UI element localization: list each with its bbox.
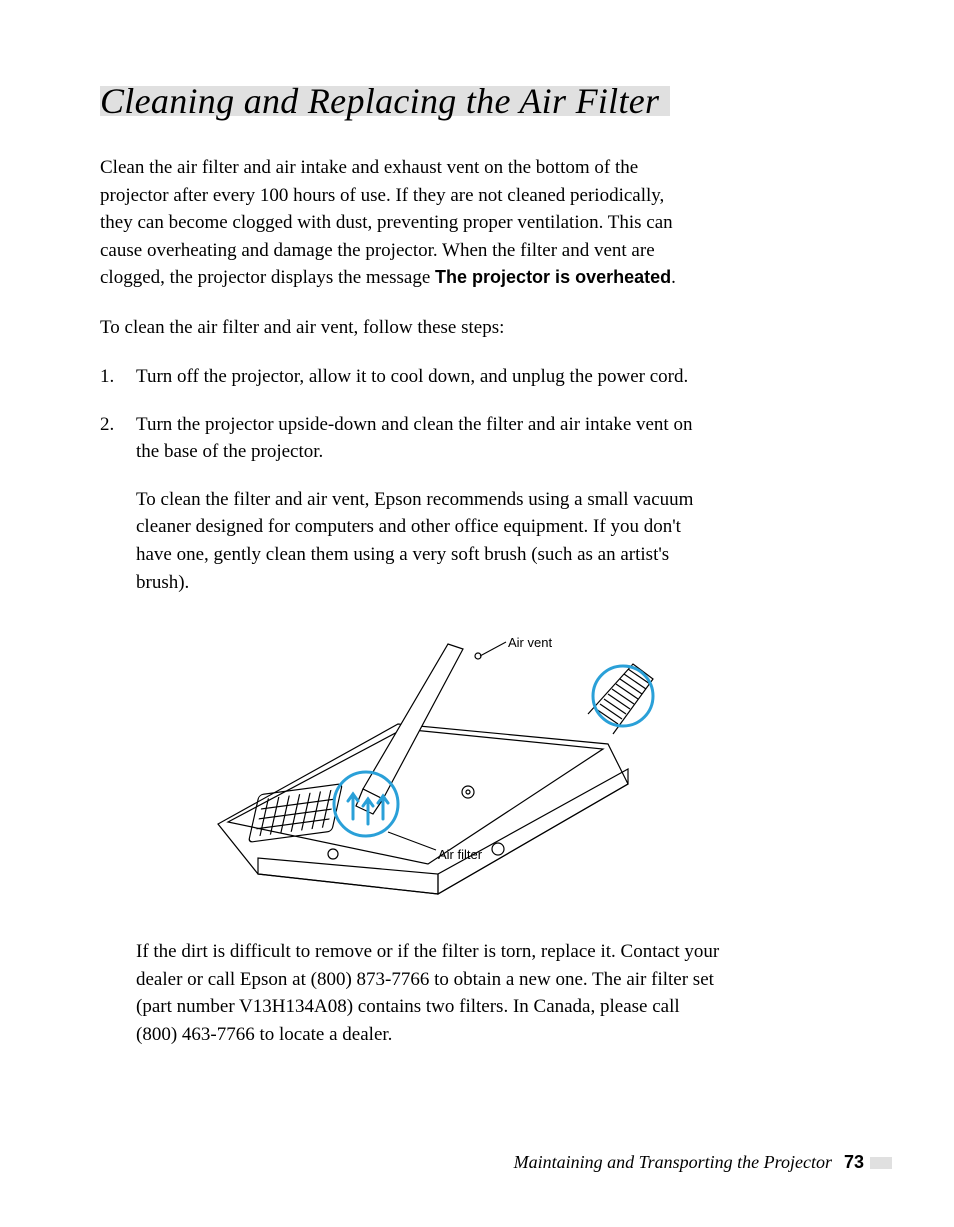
page: Cleaning and Replacing the Air Filter Cl… [0, 0, 954, 1227]
step-2c-text: If the dirt is difficult to remove or if… [136, 938, 720, 1048]
air-vent-label: Air vent [508, 634, 552, 653]
step-2a-text: Turn the projector upside-down and clean… [136, 414, 692, 463]
step-1: Turn off the projector, allow it to cool… [100, 363, 720, 391]
overheat-message: The projector is overheated [435, 267, 671, 287]
intro-paragraph: Clean the air filter and air intake and … [100, 154, 680, 292]
steps-list: Turn off the projector, allow it to cool… [100, 363, 720, 1048]
follow-steps-text: To clean the air filter and air vent, fo… [100, 314, 680, 342]
page-footer: Maintaining and Transporting the Project… [514, 1152, 864, 1173]
footer-page-number: 73 [844, 1152, 864, 1173]
projector-diagram-svg [188, 614, 668, 914]
intro-text-2: . [671, 267, 676, 288]
air-filter-label: Air filter [438, 846, 482, 865]
title-wrap: Cleaning and Replacing the Air Filter [100, 80, 864, 122]
air-filter-diagram: Air vent Air filter [188, 614, 668, 914]
step-1-text: Turn off the projector, allow it to cool… [136, 366, 688, 387]
footer-accent-bar [870, 1157, 892, 1169]
footer-section-title: Maintaining and Transporting the Project… [514, 1152, 832, 1173]
page-title: Cleaning and Replacing the Air Filter [100, 80, 864, 122]
step-2: Turn the projector upside-down and clean… [100, 411, 720, 1048]
step-2b-text: To clean the filter and air vent, Epson … [136, 486, 720, 596]
